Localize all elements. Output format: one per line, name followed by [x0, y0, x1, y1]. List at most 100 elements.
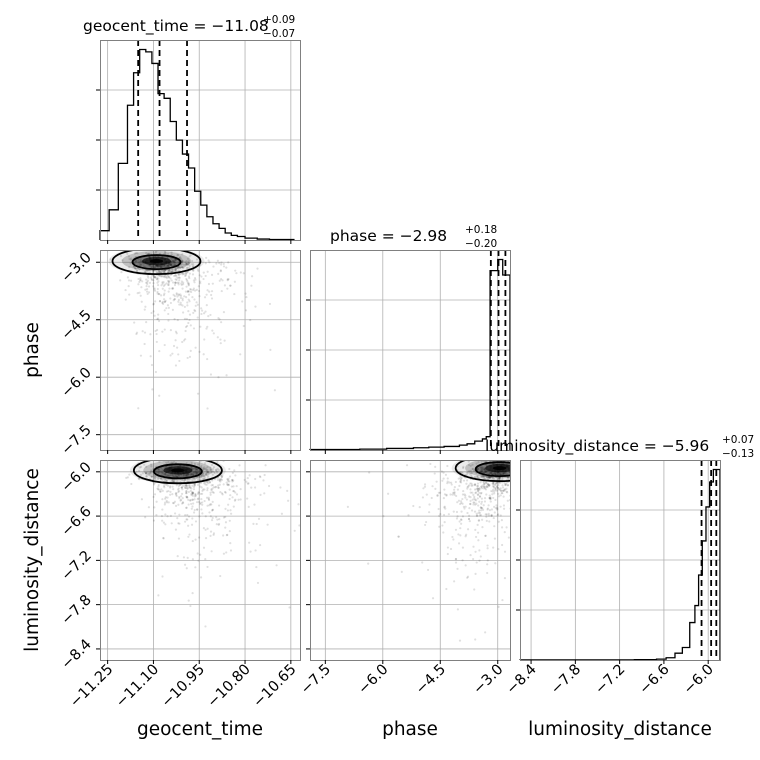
scatter-point	[468, 484, 471, 487]
scatter-point	[158, 394, 161, 397]
scatter-point	[214, 486, 217, 489]
scatter-point	[167, 280, 171, 283]
scatter-point	[492, 477, 496, 480]
title-geocent-time-main: geocent_time = −11.08	[83, 17, 269, 36]
histogram-geocent-time	[99, 48, 295, 241]
scatter-point	[460, 476, 463, 480]
scatter-point	[181, 297, 184, 300]
scatter-point	[218, 478, 222, 482]
scatter-point	[158, 264, 161, 268]
scatter-point	[482, 476, 486, 479]
scatter-point	[157, 280, 160, 283]
scatter-point	[166, 515, 169, 518]
scatter-point	[163, 503, 166, 506]
scatter-point	[147, 291, 151, 294]
scatter-point	[476, 514, 479, 517]
scatter-point	[181, 272, 184, 275]
scatter-point	[138, 469, 141, 472]
scatter-point	[471, 491, 474, 494]
scatter-point	[452, 510, 455, 513]
scatter-point	[430, 496, 433, 500]
scatter-point	[174, 339, 177, 342]
scatter-point	[158, 350, 161, 353]
scatter-point	[195, 501, 199, 504]
scatter-point	[212, 532, 216, 535]
scatter-point	[229, 494, 232, 497]
scatter-point	[183, 317, 187, 320]
scatter-point	[173, 298, 176, 301]
scatter-point	[163, 289, 166, 292]
scatter-point	[173, 318, 176, 321]
scatter-point	[421, 561, 424, 564]
scatter-point	[158, 461, 161, 463]
scatter-point	[201, 503, 204, 506]
scatter-point	[189, 288, 193, 291]
scatter-point	[479, 506, 483, 509]
title-luminosity-distance-main: luminosity_distance = −5.96	[485, 437, 709, 456]
scatter-point	[476, 497, 479, 500]
scatter-point	[218, 478, 221, 481]
scatter-point	[161, 265, 164, 268]
scatter-point	[197, 491, 201, 494]
scatter-point	[513, 471, 515, 473]
scatter-point	[143, 331, 147, 334]
scatter-point	[474, 535, 478, 539]
scatter-point	[192, 262, 195, 266]
scatter-point	[181, 299, 184, 302]
scatter-point	[156, 477, 160, 481]
scatter-point	[479, 470, 482, 473]
scatter-point	[259, 543, 262, 547]
scatter-point	[485, 519, 488, 522]
scatter-point	[514, 465, 516, 467]
scatter-point	[454, 558, 457, 561]
scatter-point	[480, 500, 484, 503]
title-phase-main: phase = −2.98	[330, 227, 447, 245]
scatter-point	[169, 263, 172, 267]
scatter-point	[190, 472, 193, 475]
scatter-point	[485, 470, 488, 473]
scatter-point	[469, 499, 472, 502]
scatter-point	[199, 492, 202, 496]
scatter-point	[164, 496, 167, 499]
scatter-point	[189, 489, 192, 492]
scatter-point	[157, 468, 160, 471]
scatter-point	[171, 287, 174, 290]
scatter-point	[206, 469, 209, 472]
scatter-point	[504, 483, 508, 486]
scatter-point	[483, 468, 486, 472]
scatter-point	[473, 588, 476, 591]
scatter-point	[191, 492, 195, 495]
scatter-point	[185, 496, 189, 499]
scatter-point	[209, 466, 212, 469]
scatter-point	[191, 492, 194, 496]
scatter-point	[493, 461, 495, 462]
scatter-point	[167, 489, 170, 493]
scatter-point	[442, 531, 445, 534]
scatter-point	[192, 279, 196, 282]
scatter-point	[487, 475, 491, 479]
scatter-point	[134, 267, 138, 270]
data-layer	[99, 40, 721, 661]
scatter-point	[140, 286, 143, 289]
scatter-point	[199, 502, 202, 506]
scatter-point	[152, 269, 155, 272]
scatter-point	[443, 488, 446, 491]
scatter-point	[195, 258, 199, 261]
scatter-point	[512, 461, 514, 463]
scatter-point	[194, 468, 197, 471]
scatter-point	[148, 281, 152, 284]
scatter-point	[163, 251, 166, 253]
scatter-point	[192, 502, 195, 505]
x-tick-label: −8.4	[504, 662, 540, 698]
scatter-point	[158, 292, 161, 296]
scatter-point	[185, 518, 188, 521]
scatter-point	[228, 480, 231, 483]
scatter-point	[154, 329, 157, 333]
scatter-point	[138, 291, 141, 294]
scatter-point	[220, 492, 224, 495]
scatter-point	[185, 474, 188, 477]
scatter-point	[178, 495, 181, 499]
scatter-point	[229, 549, 233, 552]
scatter-point	[482, 461, 486, 463]
scatter-point	[177, 269, 180, 272]
